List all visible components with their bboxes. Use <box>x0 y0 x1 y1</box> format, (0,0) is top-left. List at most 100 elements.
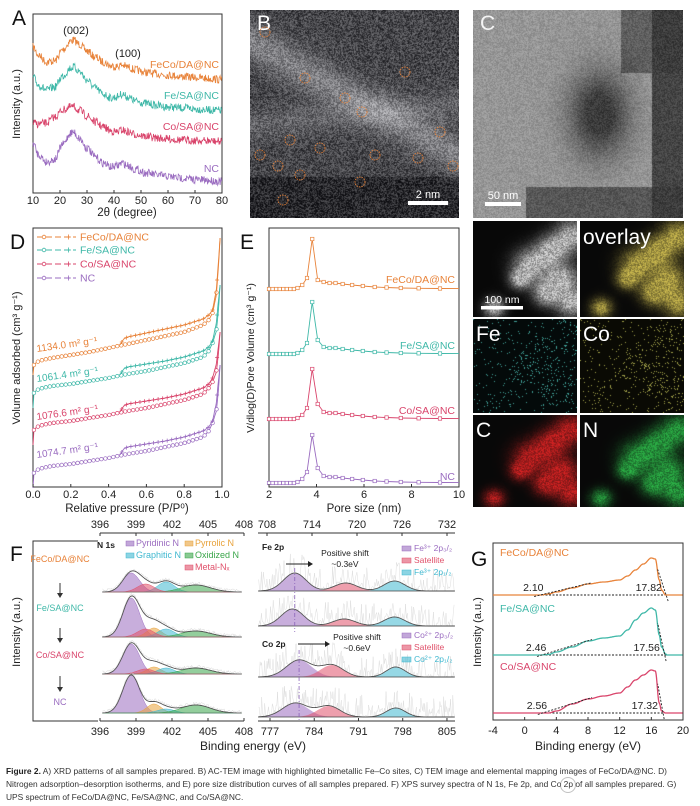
pore-data-marker <box>300 412 305 418</box>
pore-data-marker <box>288 286 293 292</box>
xrd-series-label: Fe/SA@NC <box>164 90 219 102</box>
adsorption-marker <box>71 461 76 466</box>
pore-data-marker <box>360 348 365 354</box>
n1s-top-tick-label: 405 <box>199 519 217 531</box>
adsorption-marker <box>63 353 68 358</box>
legend-label: Satellite <box>414 555 445 565</box>
adsorption-marker <box>198 323 203 329</box>
adsorption-marker <box>103 413 108 418</box>
pore-data-marker <box>384 285 389 290</box>
panel-label-a: A <box>12 7 26 30</box>
legend-cross-marker <box>66 275 71 281</box>
adsorption-marker <box>59 419 64 425</box>
isotherm-desorption-line <box>119 284 221 376</box>
pore-data-marker <box>340 281 345 287</box>
isotherm-y-axis-label: Volume adsorbed (cm³ g⁻¹) <box>11 292 23 425</box>
adsorption-marker <box>178 361 183 366</box>
desorption-marker <box>165 438 170 443</box>
adsorption-marker <box>131 340 136 345</box>
desorption-marker <box>147 330 152 335</box>
xps-sample-label: Fe/SA@NC <box>36 603 84 613</box>
adsorption-marker <box>59 382 64 388</box>
pore-data-marker <box>291 286 296 292</box>
adsorption-marker <box>87 458 92 464</box>
xps-sample-label: FeCo/DA@NC <box>30 554 90 564</box>
adsorption-marker <box>43 465 49 470</box>
xrd-x-tick-label: 10 <box>27 195 39 207</box>
adsorption-marker <box>31 470 37 476</box>
pore-data-marker <box>360 283 365 289</box>
ac-tem-image <box>250 10 459 218</box>
adsorption-marker <box>31 390 37 396</box>
desorption-marker <box>215 393 220 397</box>
pore-data-marker <box>321 409 326 415</box>
adsorption-marker <box>55 463 60 468</box>
desorption-marker <box>210 419 215 423</box>
legend-circle-marker <box>41 234 47 240</box>
haadf-image <box>473 221 577 317</box>
mapping-c-image <box>473 415 577 507</box>
pore-data-marker <box>315 337 320 343</box>
pore-data-marker <box>416 416 421 421</box>
adsorption-marker <box>198 435 203 440</box>
desorption-marker <box>137 400 142 405</box>
pore-data-marker <box>270 416 275 422</box>
legend-cross-marker <box>66 247 71 253</box>
fe2p-tick-label: 720 <box>348 519 366 531</box>
desorption-marker <box>206 382 211 387</box>
desorption-marker <box>201 316 206 321</box>
adsorption-marker <box>91 415 96 420</box>
fe-co-site-highlight-icon <box>354 176 366 188</box>
pore-data-marker <box>295 350 300 356</box>
mapping-tile-label: overlay <box>583 226 651 249</box>
legend-label: Co/SA@NC <box>80 259 137 271</box>
arrow-head-icon <box>325 641 330 647</box>
desorption-marker <box>119 340 124 344</box>
adsorption-marker <box>206 429 211 434</box>
pore-data-marker <box>372 349 377 355</box>
n1s-raw-data-line <box>102 568 242 593</box>
adsorption-marker <box>138 338 144 344</box>
pore-data-marker <box>277 480 282 486</box>
pore-data-marker <box>281 480 286 486</box>
desorption-marker <box>187 353 192 358</box>
adsorption-marker <box>63 419 68 424</box>
pore-data-marker <box>277 416 282 422</box>
adsorption-marker <box>190 326 195 332</box>
adsorption-marker <box>123 342 128 347</box>
desorption-marker <box>178 435 183 440</box>
ups-series-label: Fe/SA@NC <box>500 603 555 615</box>
desorption-marker <box>206 345 211 350</box>
adsorption-marker <box>150 447 156 452</box>
pore-data-marker <box>437 480 443 485</box>
adsorption-marker <box>170 400 176 405</box>
pore-data-marker <box>274 351 279 357</box>
pore-x-tick-label: 2 <box>266 489 272 501</box>
xrd-x-tick-label: 40 <box>108 195 120 207</box>
adsorption-marker <box>178 441 183 446</box>
n1s-bottom-tick-label: 405 <box>199 726 217 738</box>
adsorption-marker <box>87 378 92 384</box>
adsorption-marker <box>166 444 172 449</box>
desorption-marker <box>156 440 161 445</box>
adsorption-marker <box>146 405 152 410</box>
adsorption-marker <box>43 357 49 362</box>
xrd-series-line <box>32 62 222 114</box>
ups-cutoff-tangent <box>657 622 667 662</box>
adsorption-marker <box>186 439 191 444</box>
xps-x-axis-label: Binding energy (eV) <box>200 739 306 753</box>
adsorption-marker <box>51 355 56 360</box>
adsorption-marker <box>63 382 68 387</box>
pore-data-marker <box>295 415 300 421</box>
adsorption-marker <box>150 367 156 372</box>
n1s-bottom-tick-label: 396 <box>91 726 109 738</box>
legend-label: Co²⁺ 2p₃/₂ <box>414 630 453 640</box>
shift-annotation: Positive shift <box>333 632 381 642</box>
n1s-envelope-line <box>102 674 242 714</box>
legend-swatch <box>401 656 412 663</box>
figure-caption: Figure 2. A) XRD patterns of all samples… <box>6 765 694 804</box>
pore-data-marker <box>281 286 286 292</box>
scale-bar-label-c: 50 nm <box>488 190 519 202</box>
legend-cross-marker <box>66 261 71 267</box>
desorption-marker <box>165 326 170 331</box>
